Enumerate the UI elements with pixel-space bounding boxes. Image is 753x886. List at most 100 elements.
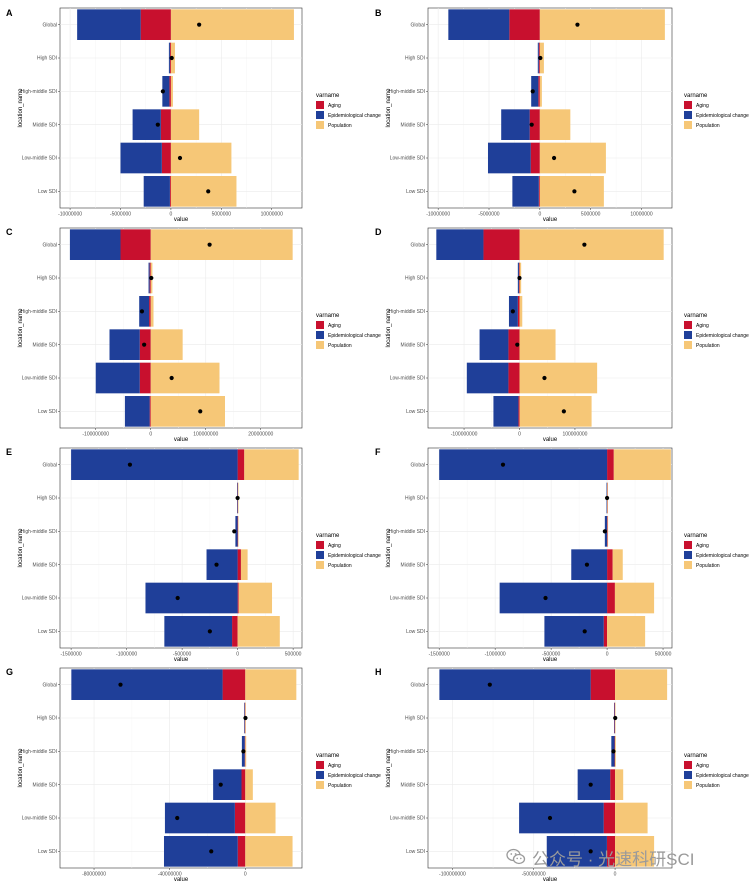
category-label: Low-middle SDI [390, 156, 425, 162]
bar-population-high-middle-sdi [245, 736, 247, 767]
bar-aging-middle-sdi [607, 549, 613, 580]
bar-epidemiological-change-high-sdi [168, 42, 170, 74]
net-change-point [515, 342, 520, 347]
legend-label: Epidemiological change [696, 113, 749, 119]
gridlines [428, 228, 672, 428]
category-label: High SDI [37, 496, 57, 502]
category-label: Global [43, 682, 57, 688]
bar-epidemiological-change-global [71, 669, 223, 700]
bar-aging-middle-sdi [160, 109, 171, 140]
net-change-point [235, 495, 240, 501]
bar-epidemiological-change-middle-sdi [571, 549, 608, 580]
legend-label: Epidemiological change [328, 113, 381, 119]
bars [439, 669, 668, 867]
bar-population-low-sdi [615, 836, 655, 867]
category-label: Global [411, 462, 425, 468]
bars [436, 229, 664, 427]
legend: varname Aging Epidemiological change Popula… [684, 753, 749, 789]
legend-title: varname [684, 533, 708, 539]
category-label: High SDI [405, 276, 425, 282]
y-axis-title: location_name [386, 748, 392, 788]
bar-epidemiological-change-low-middle-sdi [466, 362, 509, 394]
net-change-point [604, 495, 610, 501]
net-change-point [575, 22, 580, 27]
category-label: Low SDI [406, 849, 425, 855]
x-tick-label: 0 [149, 432, 152, 438]
bars [439, 449, 671, 647]
bar-aging-low-sdi [237, 836, 246, 867]
bar-population-low-middle-sdi [150, 362, 220, 394]
net-change-point [206, 189, 211, 194]
bar-population-high-middle-sdi [539, 76, 542, 107]
net-change-point [517, 275, 522, 281]
x-tick-label: 100000000 [193, 432, 218, 438]
bar-aging-low-middle-sdi [508, 362, 520, 394]
x-tick-label: 0 [606, 652, 609, 658]
category-label: Low-middle SDI [22, 156, 57, 162]
bar-epidemiological-change-middle-sdi [206, 549, 238, 580]
net-change-point [613, 715, 618, 721]
category-label: High SDI [37, 276, 57, 282]
x-tick-label: -1500000 [61, 652, 82, 658]
bar-aging-low-middle-sdi [607, 582, 615, 614]
legend: varname Aging Epidemiological change Popula… [316, 533, 381, 569]
bar-epidemiological-change-low-middle-sdi [487, 142, 531, 174]
legend-label: Aging [696, 103, 709, 109]
legend-label: Epidemiological change [328, 553, 381, 559]
bar-population-low-sdi [170, 176, 237, 207]
x-axis-title: value [174, 217, 189, 223]
bar-population-low-middle-sdi [238, 582, 273, 614]
legend-key-population [684, 561, 692, 569]
legend-label: Epidemiological change [328, 773, 381, 779]
legend-key-population [316, 561, 324, 569]
net-change-point [510, 309, 515, 314]
bar-epidemiological-change-global [439, 669, 591, 700]
bar-aging-global [483, 229, 520, 260]
legend-title: varname [316, 93, 340, 99]
category-label: High SDI [37, 56, 57, 62]
legend-key-epidemiological-change [316, 551, 324, 559]
legend-label: Population [328, 343, 352, 349]
panel-letter: A [6, 8, 13, 18]
bar-aging-low-middle-sdi [603, 802, 616, 834]
bar-aging-high-middle-sdi [538, 76, 540, 107]
plot-panel [59, 667, 303, 869]
category-label: Low-middle SDI [22, 596, 57, 602]
y-axis-title: location_name [386, 528, 392, 568]
bar-epidemiological-change-low-middle-sdi [519, 802, 604, 834]
bar-aging-high-middle-sdi [607, 516, 608, 547]
category-label: High-middle SDI [21, 89, 57, 95]
x-axis-title: value [543, 437, 558, 443]
legend-key-aging [316, 541, 324, 549]
net-change-point [243, 715, 248, 721]
legend: varname Aging Epidemiological change Popula… [684, 533, 749, 569]
y-axis-title: location_name [18, 308, 24, 348]
legend-label: Aging [696, 763, 709, 769]
category-label: Low SDI [406, 629, 425, 635]
category-label: Low-middle SDI [390, 376, 425, 382]
category-label: Middle SDI [33, 122, 57, 128]
panel-B: B Global High SDI High-middle SDI Middle SDI… [375, 7, 749, 223]
category-label: Global [411, 22, 425, 28]
bar-aging-global [590, 669, 616, 700]
points [139, 242, 212, 414]
panel-letter: B [375, 8, 382, 18]
bar-epidemiological-change-low-sdi [164, 616, 233, 647]
category-label: High SDI [37, 716, 57, 722]
x-tick-label: -40000000 [158, 872, 182, 878]
category-label: High SDI [405, 496, 425, 502]
legend-title: varname [316, 313, 340, 319]
bar-aging-high-middle-sdi [169, 76, 171, 107]
category-label: Middle SDI [33, 562, 57, 568]
x-tick-label: 0 [244, 872, 247, 878]
bar-aging-low-sdi [232, 616, 238, 647]
bar-epidemiological-change-low-sdi [493, 396, 519, 427]
category-label: Middle SDI [401, 562, 425, 568]
legend-label: Population [696, 123, 720, 129]
bar-population-low-sdi [245, 836, 293, 867]
net-change-point [175, 815, 180, 821]
bar-population-middle-sdi [240, 549, 248, 580]
bar-population-high-middle-sdi [170, 76, 173, 107]
bar-epidemiological-change-low-sdi [512, 176, 539, 207]
net-change-point [160, 89, 165, 94]
